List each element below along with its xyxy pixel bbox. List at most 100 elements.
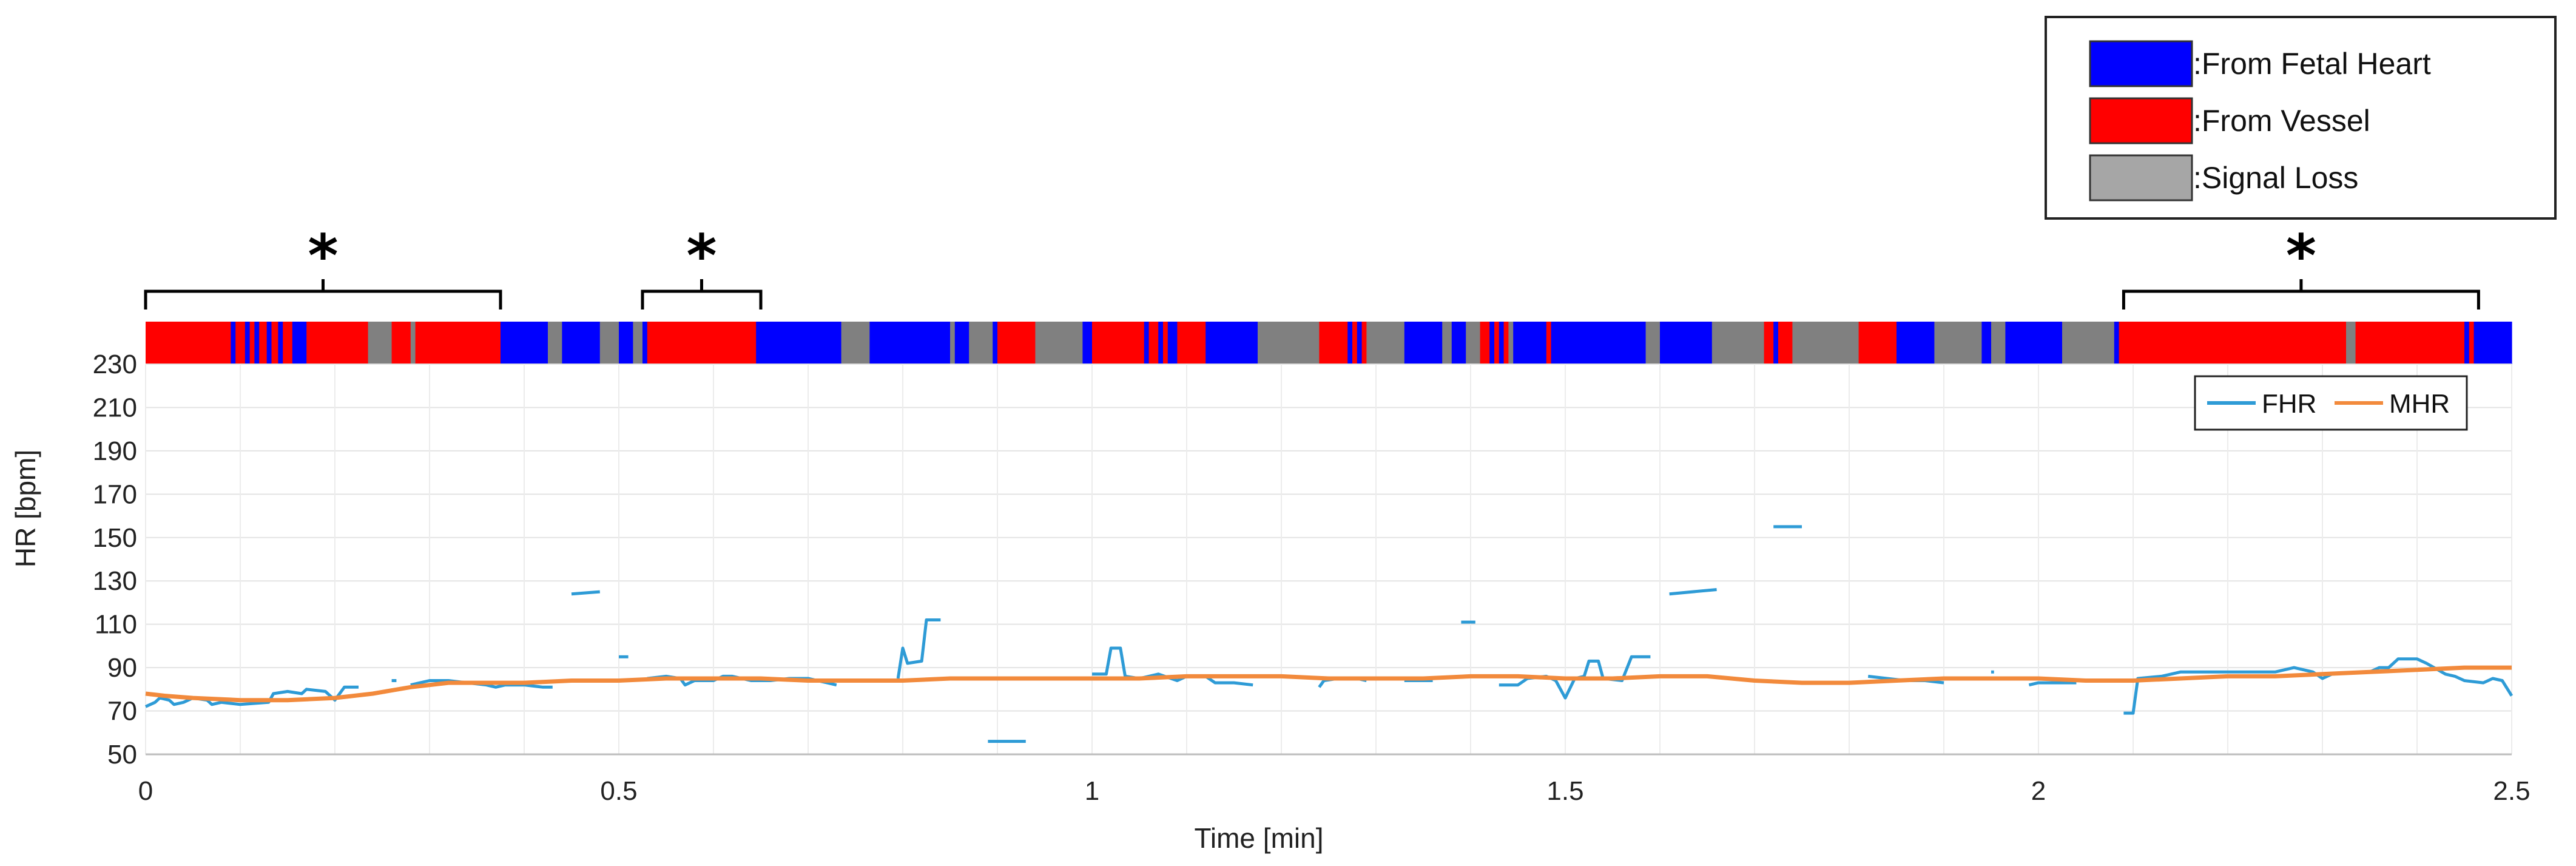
source-interval-loss [548, 322, 562, 364]
fhr-line-segment [410, 679, 553, 689]
source-interval-fetal [1167, 322, 1178, 364]
x-tick-label: 2.5 [2493, 776, 2530, 806]
y-tick-label: 150 [93, 523, 137, 553]
signal-source-legend: :From Fetal Heart :From Vessel :Signal L… [2045, 16, 2557, 220]
source-interval-vessel [1778, 322, 1793, 364]
y-tick-label: 230 [93, 350, 137, 379]
source-interval-vessel [1361, 322, 1367, 364]
annotation-bracket [641, 279, 763, 310]
source-interval-fetal [1205, 322, 1258, 364]
x-tick-label: 2 [2031, 776, 2046, 806]
source-interval-fetal [244, 322, 251, 364]
fhr-line-segment [896, 618, 941, 679]
annotation-brackets: * * * [144, 222, 2480, 310]
source-interval-fetal [266, 322, 272, 364]
source-interval-fetal [1499, 322, 1505, 364]
source-interval-vessel [1764, 322, 1774, 364]
source-interval-fetal [1981, 322, 1992, 364]
source-interval-vessel [146, 322, 231, 364]
line-legend: FHR MHR [2194, 375, 2468, 431]
y-tick-label: 50 [107, 740, 137, 770]
y-axis-title: HR [bpm] [10, 450, 41, 567]
source-interval-loss [1934, 322, 1982, 364]
source-interval-vessel [1858, 322, 1897, 364]
y-tick-label: 90 [107, 653, 137, 683]
fhr-line-segment [571, 590, 600, 596]
source-interval-fetal [993, 322, 998, 364]
fhr-line-segment [2028, 681, 2077, 687]
source-interval-loss [1991, 322, 2006, 364]
source-interval-vessel [415, 322, 501, 364]
source-interval-vessel [1148, 322, 1159, 364]
y-tick-label: 170 [93, 479, 137, 509]
source-interval-vessel [1352, 322, 1358, 364]
fhr-legend-label: FHR [2262, 389, 2316, 419]
source-interval-loss [633, 322, 643, 364]
source-interval-loss [969, 322, 993, 364]
source-interval-loss [599, 322, 619, 364]
annotation-bracket [144, 279, 502, 310]
signal-source-bar [146, 322, 2512, 364]
source-interval-fetal [1773, 322, 1779, 364]
source-interval-loss [1508, 322, 1514, 364]
source-interval-fetal [869, 322, 951, 364]
fhr-line-segment [1092, 646, 1253, 687]
source-interval-fetal [501, 322, 548, 364]
signal-loss-legend-label: :Signal Loss [2193, 161, 2358, 195]
x-tick-label: 1.5 [1546, 776, 1583, 806]
x-tick-label: 0.5 [600, 776, 637, 806]
source-interval-loss [841, 322, 870, 364]
source-interval-fetal [1897, 322, 1935, 364]
vessel-legend-label: :From Vessel [2193, 104, 2370, 138]
source-interval-loss [410, 322, 416, 364]
source-interval-fetal [292, 322, 307, 364]
source-interval-fetal [562, 322, 601, 364]
source-interval-loss [1711, 322, 1765, 364]
source-interval-loss [1645, 322, 1661, 364]
y-tick-label: 210 [93, 393, 137, 422]
y-tick-label: 70 [107, 697, 137, 726]
source-interval-fetal [2464, 322, 2470, 364]
source-interval-vessel [1177, 322, 1206, 364]
source-interval-fetal [756, 322, 842, 364]
x-axis-title: Time [min] [1195, 822, 1324, 854]
source-interval-vessel [1494, 322, 1500, 364]
source-interval-fetal [1513, 322, 1547, 364]
source-interval-fetal [1404, 322, 1443, 364]
source-interval-fetal [642, 322, 648, 364]
source-interval-loss [1035, 322, 1083, 364]
signal-loss-swatch [2089, 154, 2193, 201]
source-interval-fetal [1451, 322, 1466, 364]
x-tick-label: 1 [1085, 776, 1099, 806]
source-interval-loss [2062, 322, 2115, 364]
source-interval-loss [2346, 322, 2356, 364]
source-interval-fetal [254, 322, 260, 364]
source-interval-loss [950, 322, 956, 364]
x-tick-label: 0 [138, 776, 153, 806]
source-interval-fetal [1489, 322, 1495, 364]
source-interval-vessel [391, 322, 411, 364]
annotation-bracket [2122, 279, 2480, 310]
x-tick-labels: 0 0.5 1 1.5 2 2.5 [138, 776, 2530, 806]
source-interval-loss [1258, 322, 1320, 364]
source-interval-vessel [249, 322, 255, 364]
source-interval-vessel [997, 322, 1036, 364]
source-interval-vessel [1163, 322, 1168, 364]
source-interval-fetal [2114, 322, 2120, 364]
source-interval-vessel [2355, 322, 2465, 364]
y-tick-label: 130 [93, 566, 137, 596]
source-interval-fetal [278, 322, 283, 364]
source-interval-vessel [306, 322, 369, 364]
y-tick-labels: 50 70 90 110 130 150 170 190 210 230 [93, 350, 137, 770]
fetal-heart-legend-label: :From Fetal Heart [2193, 47, 2431, 81]
source-interval-vessel [2119, 322, 2347, 364]
source-interval-fetal [1158, 322, 1164, 364]
y-tick-label: 110 [95, 610, 137, 640]
fhr-line-segment [1669, 588, 1717, 596]
source-interval-fetal [1551, 322, 1647, 364]
source-interval-fetal [2005, 322, 2063, 364]
mhr-legend-label: MHR [2389, 389, 2450, 419]
source-interval-vessel [235, 322, 246, 364]
source-interval-loss [368, 322, 393, 364]
fhr-line-segment [144, 685, 359, 708]
